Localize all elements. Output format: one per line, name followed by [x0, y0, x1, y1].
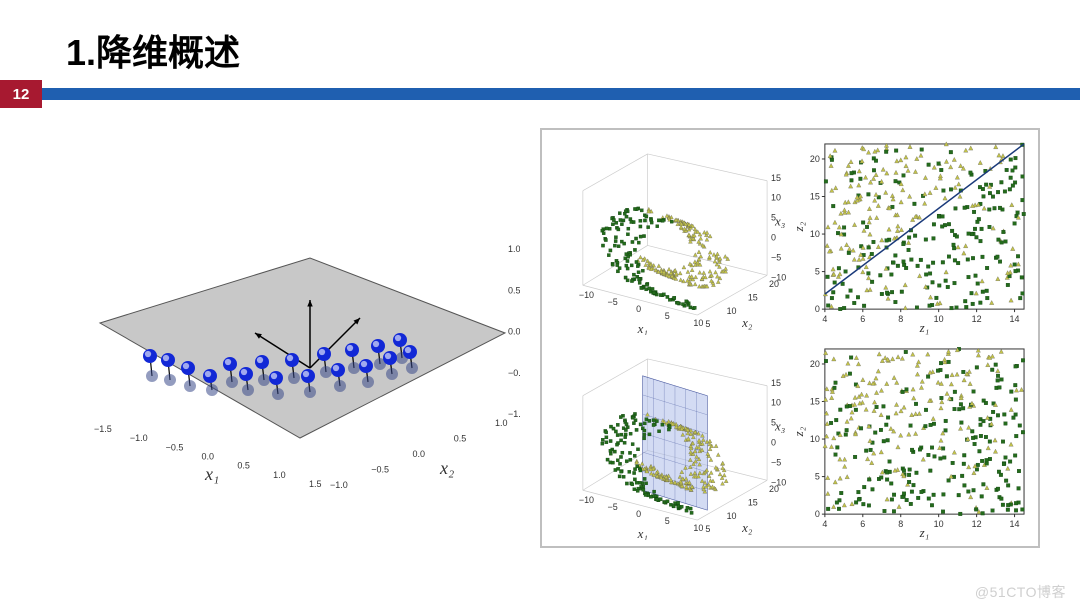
svg-text:−5: −5	[608, 502, 618, 512]
left-3d-svg: −1.5 −1.0 −0.5 0.0 0.5 1.0 1.5 x₁ −1.0 −0.5 0.0 0.5…	[40, 128, 520, 488]
svg-text:0.0: 0.0	[508, 327, 520, 337]
svg-text:5: 5	[815, 472, 820, 482]
svg-text:8: 8	[898, 314, 903, 324]
svg-text:x₁: x₁	[637, 526, 648, 540]
svg-text:−0.5: −0.5	[508, 368, 520, 378]
svg-text:0: 0	[815, 509, 820, 519]
svg-text:4: 4	[822, 314, 827, 324]
panel-2d-bottom: 4 6 8 10 12 14 0 5 10 15 20 z₁ z₂	[793, 341, 1032, 540]
svg-text:6: 6	[860, 314, 865, 324]
svg-text:−0.5: −0.5	[371, 465, 389, 475]
svg-text:14: 14	[1010, 314, 1020, 324]
svg-text:−5: −5	[771, 457, 781, 467]
accent-bar: 12	[0, 88, 1080, 100]
svg-text:12: 12	[972, 314, 982, 324]
page-number-badge: 12	[0, 80, 42, 108]
svg-text:10: 10	[727, 511, 737, 521]
svg-text:0: 0	[771, 232, 776, 242]
svg-text:5: 5	[705, 319, 710, 329]
svg-text:−10: −10	[579, 495, 594, 505]
svg-text:15: 15	[771, 378, 781, 388]
svg-text:x₁: x₁	[204, 464, 219, 484]
svg-text:z₁: z₁	[919, 320, 930, 335]
svg-text:5: 5	[665, 516, 670, 526]
svg-text:1.5: 1.5	[309, 479, 322, 488]
svg-text:10: 10	[693, 318, 703, 328]
svg-text:10: 10	[693, 523, 703, 533]
svg-text:20: 20	[810, 359, 820, 369]
svg-text:0.0: 0.0	[413, 449, 426, 459]
svg-text:x₃: x₃	[774, 419, 785, 434]
svg-text:15: 15	[771, 173, 781, 183]
svg-text:x₂: x₂	[741, 315, 753, 330]
svg-text:x₃: x₃	[774, 214, 785, 229]
svg-text:z₂: z₂	[793, 221, 806, 232]
svg-text:−1.0: −1.0	[330, 480, 348, 488]
svg-text:0.5: 0.5	[508, 285, 520, 295]
svg-text:6: 6	[860, 519, 865, 529]
svg-text:15: 15	[810, 397, 820, 407]
svg-text:0: 0	[636, 509, 641, 519]
slide-title: 1.降维概述	[66, 24, 240, 76]
watermark: @51CTO博客	[975, 582, 1066, 602]
svg-text:10: 10	[810, 229, 820, 239]
svg-text:1.0: 1.0	[273, 470, 286, 480]
svg-text:0.0: 0.0	[202, 452, 215, 462]
accent-line	[42, 88, 1080, 100]
svg-text:−5: −5	[771, 252, 781, 262]
svg-text:8: 8	[898, 519, 903, 529]
svg-text:5: 5	[705, 524, 710, 534]
svg-text:−1.0: −1.0	[130, 433, 148, 443]
left-3d-figure: −1.5 −1.0 −0.5 0.0 0.5 1.0 1.5 x₁ −1.0 −0.5 0.0 0.5…	[40, 128, 520, 488]
panel-3d-top: −10−505105101520−10−5051015x₁x₂x₃	[548, 136, 787, 335]
svg-text:10: 10	[934, 314, 944, 324]
svg-text:10: 10	[934, 519, 944, 529]
svg-text:−5: −5	[608, 297, 618, 307]
svg-text:0.5: 0.5	[454, 434, 467, 444]
panel-2d-top: 4 6 8 10 12 14 0 5 10 15 20 z₁ z₂	[793, 136, 1032, 335]
svg-text:14: 14	[1010, 519, 1020, 529]
svg-text:10: 10	[771, 193, 781, 203]
figure-row: −1.5 −1.0 −0.5 0.0 0.5 1.0 1.5 x₁ −1.0 −0.5 0.0 0.5…	[40, 128, 1040, 568]
svg-text:20: 20	[810, 154, 820, 164]
svg-text:−1.5: −1.5	[94, 424, 112, 434]
svg-text:15: 15	[748, 498, 758, 508]
svg-text:−10: −10	[771, 477, 786, 487]
svg-text:1.0: 1.0	[508, 244, 520, 254]
svg-text:1.0: 1.0	[495, 418, 508, 428]
svg-text:0: 0	[636, 304, 641, 314]
panel-3d-bottom: −10−505105101520−10−5051015x₁x₂x₃	[548, 341, 787, 540]
right-grid-figure: −10−505105101520−10−5051015x₁x₂x₃ 468101…	[540, 128, 1040, 548]
svg-text:10: 10	[727, 306, 737, 316]
svg-text:4: 4	[822, 519, 827, 529]
svg-text:15: 15	[748, 293, 758, 303]
svg-text:z₁: z₁	[919, 525, 930, 540]
svg-text:z₂: z₂	[793, 426, 806, 437]
svg-text:0.5: 0.5	[237, 461, 250, 471]
svg-text:0: 0	[771, 437, 776, 447]
svg-text:−1.0: −1.0	[508, 409, 520, 419]
svg-text:−0.5: −0.5	[166, 442, 184, 452]
page-number: 12	[13, 86, 30, 103]
svg-text:x₁: x₁	[637, 321, 648, 335]
svg-text:10: 10	[771, 398, 781, 408]
svg-text:10: 10	[810, 434, 820, 444]
svg-text:15: 15	[810, 192, 820, 202]
svg-text:x₂: x₂	[741, 520, 753, 535]
svg-text:x₂: x₂	[439, 458, 454, 478]
svg-text:−10: −10	[579, 290, 594, 300]
svg-text:0: 0	[815, 304, 820, 314]
svg-text:5: 5	[665, 311, 670, 321]
svg-text:12: 12	[972, 519, 982, 529]
svg-text:−10: −10	[771, 272, 786, 282]
svg-text:5: 5	[815, 267, 820, 277]
